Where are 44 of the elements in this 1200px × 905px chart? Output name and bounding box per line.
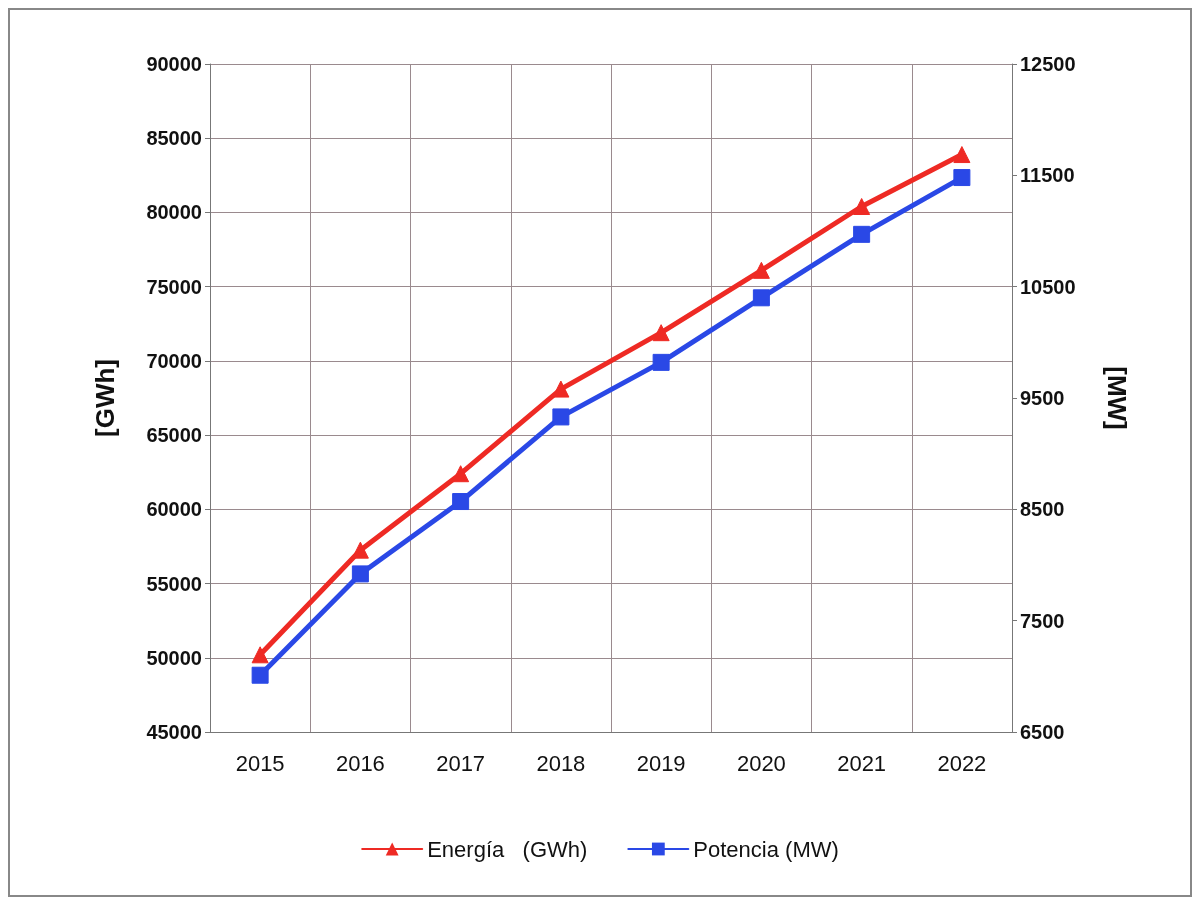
y2-tick-label: 12500: [1020, 53, 1076, 75]
y-tick-label: 45000: [146, 721, 202, 743]
y-tick-label: 65000: [146, 424, 202, 447]
y2-tick-label: 6500: [1020, 721, 1065, 743]
y-tick-label: 80000: [146, 201, 202, 224]
x-tick-label: 2017: [436, 750, 486, 776]
y-tick-label: 90000: [146, 53, 202, 75]
y2-tick-label: 8500: [1020, 498, 1065, 521]
x-tick-label: 2015: [235, 750, 285, 776]
y-axis-title: [GWh]: [90, 359, 120, 437]
x-tick-label: 2016: [335, 750, 385, 776]
legend-label: Potencia (MW): [693, 836, 839, 862]
y-tick-label: 55000: [146, 572, 202, 595]
x-tick-label: 2022: [937, 750, 987, 776]
point: [652, 353, 670, 371]
y2-tick-label: 7500: [1020, 609, 1065, 632]
y-tick-label: 60000: [146, 498, 202, 521]
point: [552, 380, 570, 398]
y-tick-label: 75000: [146, 275, 202, 298]
x-tick-label: 2020: [736, 750, 786, 776]
point: [452, 465, 470, 483]
point: [251, 646, 269, 664]
x-tick-label: 2018: [536, 750, 586, 776]
y-tick-label: 85000: [146, 127, 202, 150]
y2-tick-label: 10500: [1020, 275, 1076, 298]
x-tick-label: 2019: [636, 750, 686, 776]
point: [953, 169, 971, 187]
point: [251, 666, 269, 684]
y2-axis-title: [MW]: [1102, 366, 1132, 430]
point: [953, 146, 971, 164]
x-tick-label: 2021: [837, 750, 887, 776]
legend-label: Energía (GWh): [427, 836, 588, 862]
y2-tick-label: 9500: [1020, 387, 1065, 409]
y2-tick-label: 11500: [1020, 164, 1075, 187]
point: [652, 324, 670, 342]
point: [752, 261, 770, 279]
point: [853, 225, 871, 243]
point: [853, 198, 871, 216]
point: [552, 408, 570, 426]
point: [752, 289, 770, 307]
y-tick-label: 70000: [146, 349, 202, 372]
point: [452, 493, 470, 511]
y-tick-label: 50000: [146, 646, 202, 669]
point: [351, 565, 369, 583]
